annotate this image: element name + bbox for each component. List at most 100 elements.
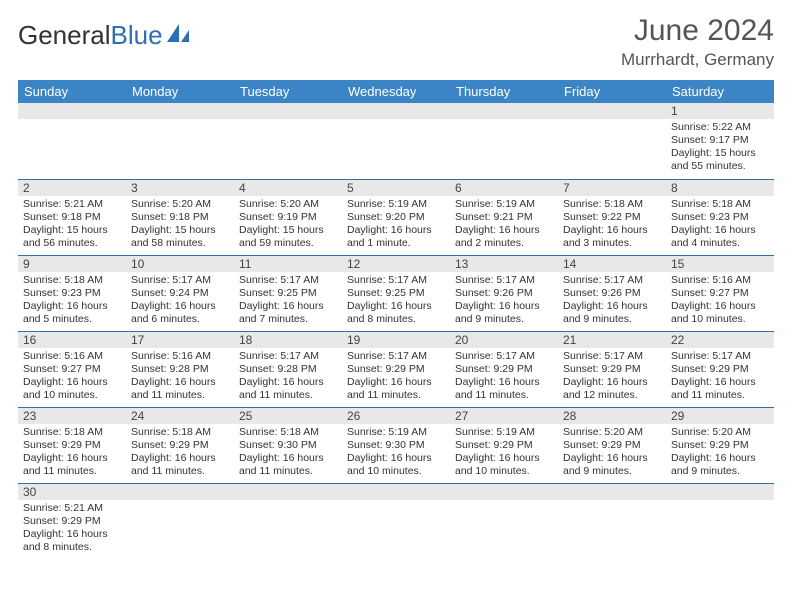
cell-info-line: Sunset: 9:26 PM: [455, 287, 553, 300]
cell-info-line: Sunset: 9:29 PM: [671, 363, 769, 376]
day-number: 11: [234, 256, 342, 272]
cell-info-line: Sunrise: 5:17 AM: [239, 274, 337, 287]
brand-logo: GeneralBlue: [18, 20, 191, 51]
calendar-cell: 15Sunrise: 5:16 AMSunset: 9:27 PMDayligh…: [666, 255, 774, 331]
cell-info-line: Daylight: 16 hours and 9 minutes.: [455, 300, 553, 326]
calendar-table: Sunday Monday Tuesday Wednesday Thursday…: [18, 80, 774, 559]
cell-info-line: Sunset: 9:19 PM: [239, 211, 337, 224]
calendar-cell: 19Sunrise: 5:17 AMSunset: 9:29 PMDayligh…: [342, 331, 450, 407]
cell-info-line: Sunset: 9:29 PM: [563, 363, 661, 376]
day-number: [18, 103, 126, 119]
weekday-header: Saturday: [666, 80, 774, 103]
month-title: June 2024: [621, 14, 774, 48]
cell-info-line: Sunset: 9:29 PM: [347, 363, 445, 376]
cell-info-line: Sunrise: 5:22 AM: [671, 121, 769, 134]
cell-info-line: Sunset: 9:20 PM: [347, 211, 445, 224]
cell-info-line: Sunset: 9:26 PM: [563, 287, 661, 300]
cell-info-line: Daylight: 16 hours and 10 minutes.: [23, 376, 121, 402]
cell-info-line: Sunrise: 5:18 AM: [239, 426, 337, 439]
cell-info-line: Daylight: 15 hours and 55 minutes.: [671, 147, 769, 173]
cell-info-line: Sunrise: 5:18 AM: [563, 198, 661, 211]
weekday-header: Thursday: [450, 80, 558, 103]
calendar-cell: [558, 483, 666, 559]
day-number: 29: [666, 408, 774, 424]
cell-info-line: Sunrise: 5:18 AM: [23, 426, 121, 439]
day-number: 4: [234, 180, 342, 196]
day-number: 24: [126, 408, 234, 424]
day-number: 23: [18, 408, 126, 424]
cell-info-line: Daylight: 16 hours and 6 minutes.: [131, 300, 229, 326]
cell-info-line: Sunset: 9:28 PM: [239, 363, 337, 376]
cell-info-line: Daylight: 16 hours and 11 minutes.: [131, 452, 229, 478]
day-number: 13: [450, 256, 558, 272]
calendar-cell: 6Sunrise: 5:19 AMSunset: 9:21 PMDaylight…: [450, 179, 558, 255]
day-number: 1: [666, 103, 774, 119]
cell-info-line: Daylight: 16 hours and 7 minutes.: [239, 300, 337, 326]
header-right: June 2024 Murrhardt, Germany: [621, 14, 774, 70]
cell-info-line: Sunset: 9:27 PM: [23, 363, 121, 376]
day-number: 25: [234, 408, 342, 424]
cell-info-line: Daylight: 16 hours and 10 minutes.: [671, 300, 769, 326]
cell-info-line: Sunset: 9:25 PM: [239, 287, 337, 300]
day-number: [450, 484, 558, 500]
cell-info-line: Sunset: 9:29 PM: [563, 439, 661, 452]
calendar-cell: 22Sunrise: 5:17 AMSunset: 9:29 PMDayligh…: [666, 331, 774, 407]
calendar-cell: 21Sunrise: 5:17 AMSunset: 9:29 PMDayligh…: [558, 331, 666, 407]
cell-info-line: Daylight: 16 hours and 11 minutes.: [239, 376, 337, 402]
cell-info-line: Daylight: 16 hours and 12 minutes.: [563, 376, 661, 402]
cell-info-line: Sunrise: 5:17 AM: [563, 274, 661, 287]
day-number: 2: [18, 180, 126, 196]
cell-info-line: Sunrise: 5:18 AM: [23, 274, 121, 287]
cell-info-line: Sunrise: 5:17 AM: [239, 350, 337, 363]
weekday-header: Tuesday: [234, 80, 342, 103]
day-number: 28: [558, 408, 666, 424]
calendar-cell: 11 Sunrise: 5:17 AMSunset: 9:25 PMDayligh…: [234, 255, 342, 331]
cell-info-line: Sunset: 9:21 PM: [455, 211, 553, 224]
cell-info-line: Sunset: 9:23 PM: [23, 287, 121, 300]
cell-info-line: Daylight: 16 hours and 9 minutes.: [563, 452, 661, 478]
calendar-cell: 17Sunrise: 5:16 AMSunset: 9:28 PMDayligh…: [126, 331, 234, 407]
calendar-cell: 27Sunrise: 5:19 AMSunset: 9:29 PMDayligh…: [450, 407, 558, 483]
cell-info-line: Sunset: 9:29 PM: [23, 439, 121, 452]
calendar-cell: [450, 483, 558, 559]
cell-info-line: Daylight: 15 hours and 56 minutes.: [23, 224, 121, 250]
calendar-week-row: 16Sunrise: 5:16 AMSunset: 9:27 PMDayligh…: [18, 331, 774, 407]
calendar-cell: [450, 103, 558, 179]
calendar-cell: 18Sunrise: 5:17 AMSunset: 9:28 PMDayligh…: [234, 331, 342, 407]
day-number: [126, 484, 234, 500]
calendar-body: 1Sunrise: 5:22 AMSunset: 9:17 PMDaylight…: [18, 103, 774, 559]
cell-info-line: Daylight: 16 hours and 11 minutes.: [347, 376, 445, 402]
brand-part2: Blue: [111, 20, 163, 51]
cell-info-line: Daylight: 16 hours and 8 minutes.: [347, 300, 445, 326]
day-number: 14: [558, 256, 666, 272]
day-number: 17: [126, 332, 234, 348]
calendar-cell: [18, 103, 126, 179]
cell-info-line: Sunrise: 5:20 AM: [671, 426, 769, 439]
cell-info-line: Sunrise: 5:20 AM: [563, 426, 661, 439]
calendar-cell: [126, 483, 234, 559]
cell-info-line: Sunset: 9:18 PM: [23, 211, 121, 224]
cell-info-line: Sunrise: 5:21 AM: [23, 502, 121, 515]
weekday-header: Wednesday: [342, 80, 450, 103]
calendar-cell: 28 Sunrise: 5:20 AMSunset: 9:29 PMDayligh…: [558, 407, 666, 483]
calendar-cell: 10Sunrise: 5:17 AMSunset: 9:24 PMDayligh…: [126, 255, 234, 331]
day-number: 5: [342, 180, 450, 196]
day-number: 8: [666, 180, 774, 196]
calendar-cell: 14Sunrise: 5:17 AMSunset: 9:26 PMDayligh…: [558, 255, 666, 331]
cell-info-line: Daylight: 16 hours and 11 minutes.: [671, 376, 769, 402]
calendar-cell: [558, 103, 666, 179]
cell-info-line: Daylight: 16 hours and 11 minutes.: [131, 376, 229, 402]
day-number: 27: [450, 408, 558, 424]
cell-info-line: Sunset: 9:28 PM: [131, 363, 229, 376]
day-number: [342, 484, 450, 500]
cell-info-line: Sunset: 9:17 PM: [671, 134, 769, 147]
day-number: 21: [558, 332, 666, 348]
cell-info-line: Sunrise: 5:19 AM: [455, 198, 553, 211]
weekday-header: Sunday: [18, 80, 126, 103]
cell-info-line: Sunset: 9:18 PM: [131, 211, 229, 224]
calendar-cell: [342, 103, 450, 179]
cell-info-line: Daylight: 15 hours and 59 minutes.: [239, 224, 337, 250]
cell-info-line: Sunrise: 5:17 AM: [347, 350, 445, 363]
cell-info-line: Daylight: 16 hours and 5 minutes.: [23, 300, 121, 326]
weekday-header-row: Sunday Monday Tuesday Wednesday Thursday…: [18, 80, 774, 103]
